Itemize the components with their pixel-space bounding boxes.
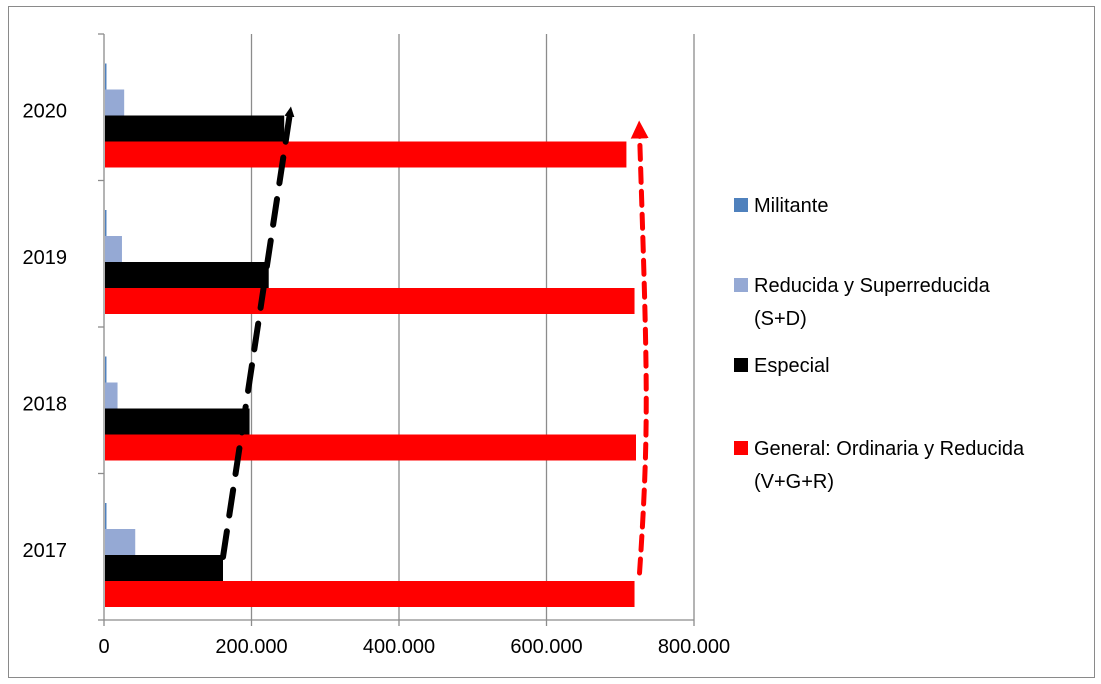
- bar: [105, 210, 107, 236]
- bar: [105, 115, 285, 142]
- bar: [105, 503, 107, 529]
- legend: Militante Reducida y Superreducida (S+D) Es…: [734, 195, 1025, 493]
- especial-trend-arrow: [220, 106, 295, 560]
- legend-label: (S+D): [754, 308, 807, 330]
- bar: [105, 529, 136, 555]
- bar: [105, 89, 125, 116]
- y-tick-label: 2018: [23, 393, 68, 415]
- bar: [105, 63, 107, 90]
- legend-item: Especial: [734, 355, 830, 377]
- legend-swatch: [734, 278, 748, 292]
- bar: [105, 382, 118, 409]
- legend-item: Militante: [734, 195, 828, 217]
- legend-label: (V+G+R): [754, 471, 834, 493]
- legend-label: General: Ordinaria y Reducida: [754, 438, 1025, 460]
- bar: [105, 262, 269, 288]
- y-tick-label: 2019: [23, 247, 68, 269]
- legend-label: Especial: [754, 355, 830, 377]
- chart-frame: 2017 2018 2019 2020 0 200.000 400.000 600.000 80…: [8, 6, 1095, 678]
- trend-arrows: [220, 106, 649, 576]
- legend-label: Militante: [754, 195, 828, 217]
- bar: [105, 581, 635, 607]
- bars: [105, 63, 636, 607]
- bar: [105, 288, 635, 314]
- x-tick-label: 600.000: [510, 636, 582, 658]
- bar: [105, 141, 627, 168]
- y-tick-label: 2017: [23, 540, 68, 562]
- y-tick-label: 2020: [23, 100, 68, 122]
- legend-swatch: [734, 358, 748, 372]
- bar: [105, 434, 636, 461]
- bar: [105, 408, 250, 435]
- axes: 2017 2018 2019 2020 0 200.000 400.000 600.000 80…: [23, 33, 730, 658]
- gridlines: [250, 34, 695, 620]
- legend-item: Reducida y Superreducida (S+D): [734, 275, 991, 330]
- legend-swatch: [734, 441, 748, 455]
- x-tick-label: 800.000: [658, 636, 730, 658]
- legend-item: General: Ordinaria y Reducida (V+G+R): [734, 438, 1025, 493]
- bar-chart: 2017 2018 2019 2020 0 200.000 400.000 600.000 80…: [23, 33, 1025, 658]
- x-tick-label: 200.000: [215, 636, 287, 658]
- x-tick-label: 400.000: [363, 636, 435, 658]
- legend-swatch: [734, 198, 748, 212]
- bar: [105, 356, 107, 383]
- general-trend-arrow: [630, 120, 649, 576]
- x-tick-label: 0: [98, 636, 109, 658]
- legend-label: Reducida y Superreducida: [754, 275, 991, 297]
- bar: [105, 236, 122, 262]
- bar: [105, 555, 223, 581]
